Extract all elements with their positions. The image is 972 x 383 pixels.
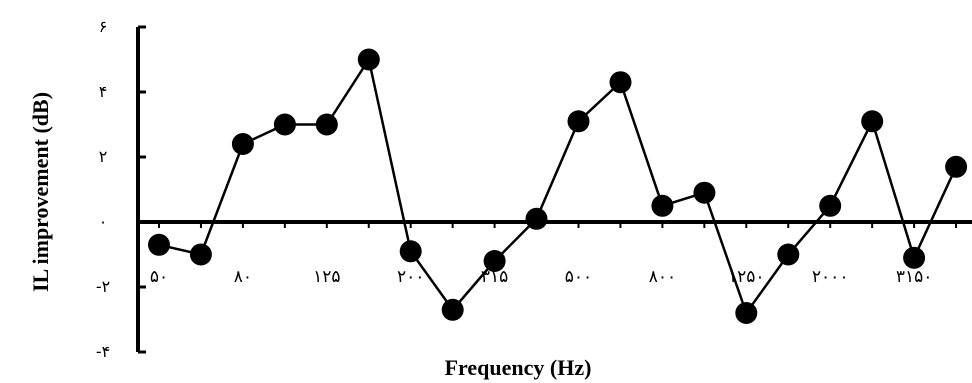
data-point <box>861 110 884 133</box>
y-tick-label: ۶ <box>99 17 108 36</box>
y-tick-label: -۴ <box>96 342 110 361</box>
data-point <box>567 110 590 133</box>
y-tick-label: ۰ <box>99 212 108 231</box>
x-tick-label: ۲۰۰ <box>397 267 424 287</box>
data-point <box>693 181 716 204</box>
data-point <box>609 71 632 94</box>
data-point <box>399 240 422 263</box>
data-point <box>441 298 464 321</box>
data-point <box>273 113 296 136</box>
data-point <box>231 133 254 155</box>
x-tick-label: ۵۰ <box>150 267 168 287</box>
x-tick-label: ۱۲۵۰ <box>728 267 765 287</box>
data-point <box>357 48 380 71</box>
data-point <box>735 302 758 324</box>
x-tick-label: ۵۰۰ <box>565 267 592 287</box>
data-point <box>945 155 968 178</box>
data-point <box>903 246 926 269</box>
data-point <box>651 194 674 217</box>
data-point <box>819 194 842 217</box>
y-tick-label: ۲ <box>99 147 108 166</box>
x-tick-label: ۲۰۰۰ <box>812 267 849 287</box>
chart-labels: -۴ -۲ ۰ ۲ ۴ ۶ ۵۰ ۸۰ ۱۲۵ ۲۰۰ ۳۱۵ ۵۰۰ ۸۰۰ ۱۲۵۰ ۲۰۰۰ ۳۱۵۰ <box>96 17 933 361</box>
data-point <box>148 233 170 256</box>
y-tick-label: -۲ <box>96 277 110 296</box>
data-point <box>189 243 212 266</box>
x-tick-label: ۱۲۵ <box>313 267 340 287</box>
x-axis-title: Frequency (Hz) <box>445 355 592 380</box>
x-tick-label: ۳۱۵ <box>481 267 508 287</box>
x-tick-label: ۳۱۵۰ <box>896 267 933 287</box>
x-tick-label: ۸۰۰ <box>649 267 676 287</box>
chart-axes <box>136 25 972 354</box>
data-point <box>777 243 800 266</box>
y-axis-title: IL improvement (dB) <box>28 92 53 292</box>
data-point <box>315 113 338 136</box>
data-point <box>483 250 506 272</box>
x-tick-label: ۸۰ <box>234 267 252 287</box>
chart-markers <box>148 48 968 324</box>
y-tick-label: ۴ <box>99 82 108 101</box>
data-point <box>525 207 548 230</box>
